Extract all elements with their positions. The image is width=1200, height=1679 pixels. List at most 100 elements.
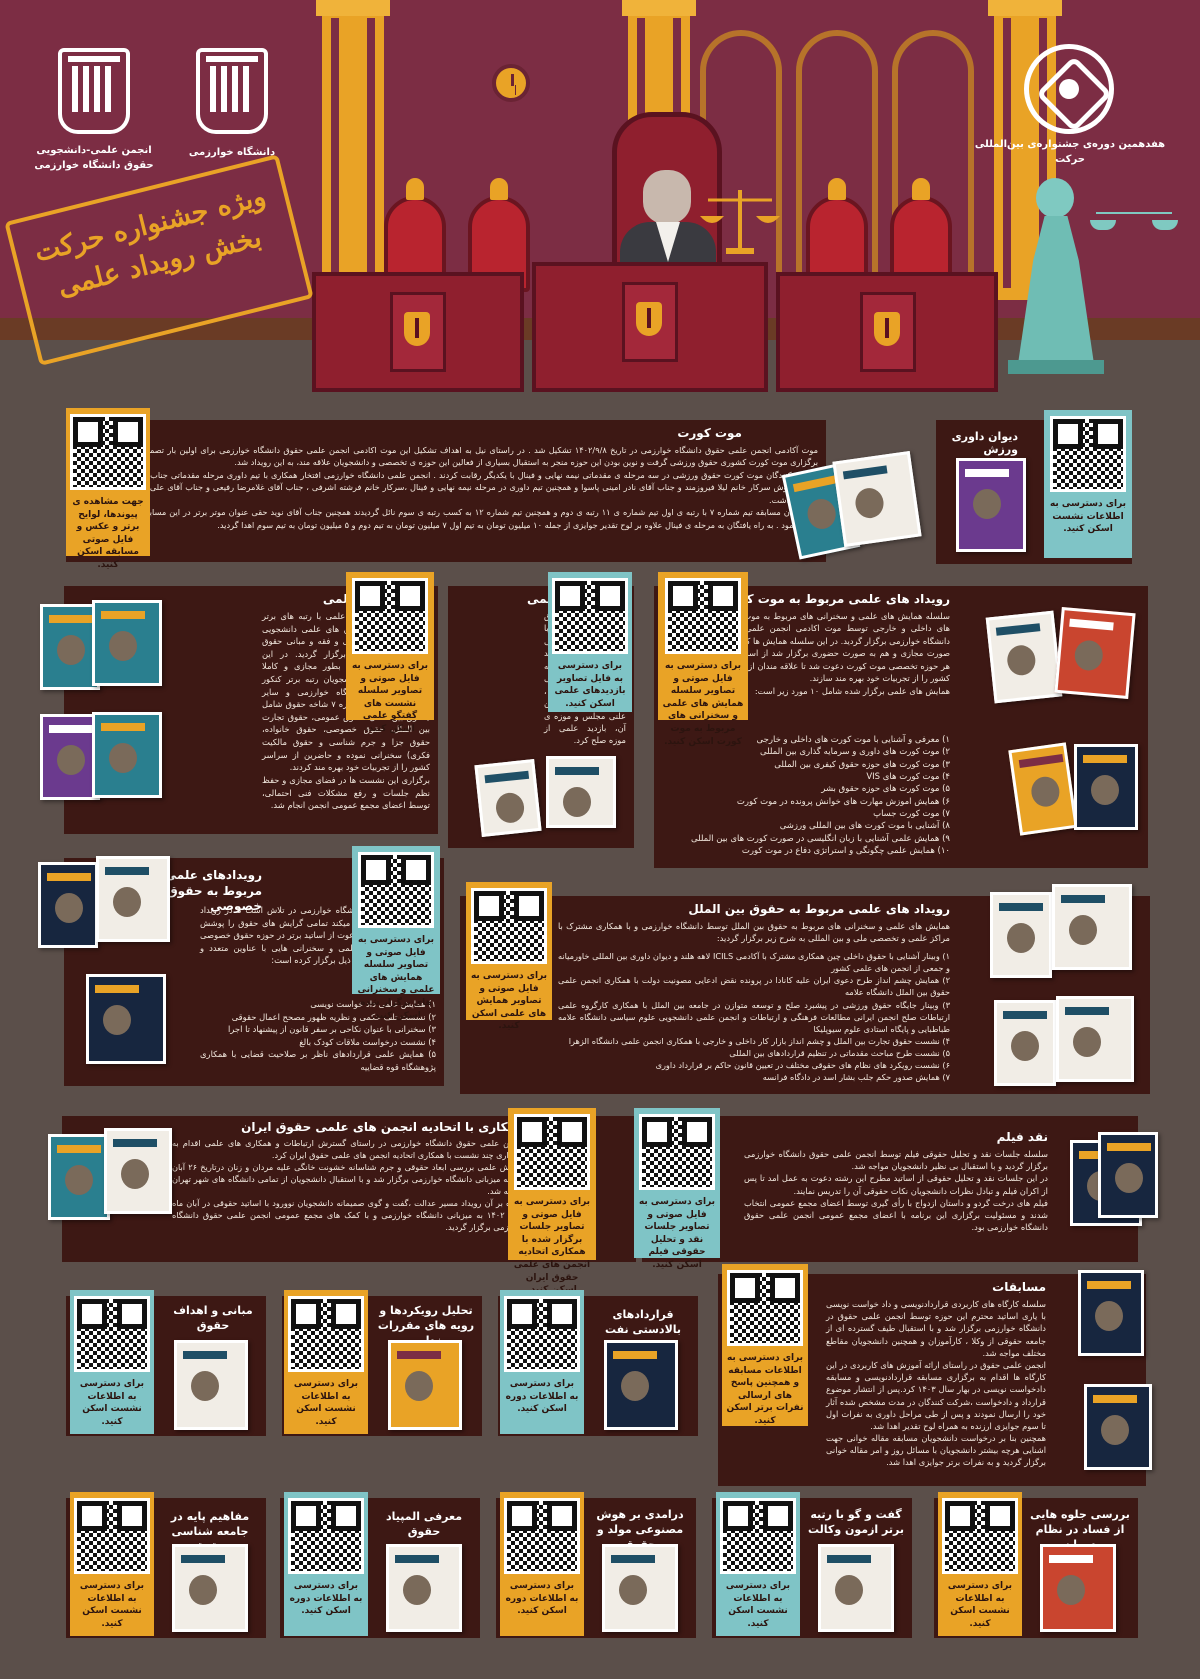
qr-code[interactable] [352, 578, 428, 654]
qr-caption: برای دسترسی به فایل صوتی و تصاویر جلسات … [513, 1197, 591, 1295]
shield-icon [636, 302, 662, 336]
poster-thumbnail [1098, 1132, 1158, 1218]
qr-code[interactable] [720, 1498, 796, 1574]
session-qr-tab: برای دسترسی به اطلاعات دوره اسکن کنید. [284, 1492, 368, 1636]
poster-thumbnail [602, 1544, 678, 1632]
contests-card: مسابقات سلسله کارگاه های کاربردی قرارداد… [718, 1274, 1146, 1486]
qr-code[interactable] [504, 1296, 580, 1372]
talks-qr-tab: برای دسترسی به فایل صوتی و تصاویر سلسله … [346, 572, 434, 734]
list-item: ۷) موت کورت جساپ [873, 808, 950, 819]
poster-thumbnail [92, 600, 162, 686]
federation-title: همکاری با اتحادیه انجمن های علمی حقوق ای… [241, 1120, 524, 1134]
list-item: ۳) وبینار جایگاه حقوق ورزشی در پیشبرد صل… [558, 999, 950, 1034]
festival-logo [1024, 44, 1114, 134]
session-title: قراردادهای بالادستی نفت [604, 1308, 682, 1336]
qr-code[interactable] [504, 1498, 580, 1574]
poster-thumbnail [92, 712, 162, 798]
visits-qr-tab: برای دسترسی به فایل تصاویر بازدیدهای علم… [548, 572, 632, 712]
moot-events-title: رویداد های علمی مربوط به موت کورت [720, 592, 950, 606]
contests-body: سلسله کارگاه های کاربردی قراردادنویسی و … [826, 1299, 1046, 1468]
association-logo-caption: انجمن علمی-دانشجویی حقوق دانشگاه خوارزمی [34, 145, 154, 171]
list-item: ۱) معرفی و آشنایی با موت کورت های داخلی … [756, 735, 950, 745]
moot-events-intro: سلسله همایش های علمی و سخنرانی های مربوط… [720, 611, 950, 696]
poster-thumbnail [48, 1134, 110, 1220]
qr-caption: برای دسترسی به اطلاعات دوره اسکن کنید. [505, 1379, 579, 1415]
qr-caption: جهت مشاهده ی پیوندها، لوایح برتر و عکس و… [72, 497, 144, 570]
list-item: ۵) نشست طرح مباحث مقدماتی در تنظیم قرارد… [729, 1048, 950, 1059]
poster-thumbnail [386, 1544, 462, 1632]
poster-thumbnail [96, 856, 170, 942]
qr-code[interactable] [665, 578, 741, 654]
list-item: ۷) همایش صدور حکم جلب بشار اسد در دادگاه… [762, 1072, 950, 1083]
intl-law-list: ۱) وبینار آشنایی با حقوق داخلی چین همکار… [558, 950, 950, 1084]
private-law-qr-tab: برای دسترسی به فایل صوتی و تصاویر سلسله … [352, 846, 440, 1021]
list-item: ۶) همایش اموزش مهارت های خوانش پرونده در… [736, 796, 950, 807]
poster-thumbnail [1056, 996, 1134, 1082]
association-logo [58, 48, 130, 134]
qr-code[interactable] [514, 1114, 590, 1190]
qr-code[interactable] [74, 1498, 150, 1574]
pillar [316, 0, 390, 300]
poster-thumbnail [1052, 884, 1132, 970]
poster-thumbnail [990, 892, 1052, 978]
qr-caption: برای دسترسی به اطلاعات نشست اسکن کنید. [1049, 499, 1127, 535]
qr-code[interactable] [358, 852, 434, 928]
moot-court-body: موت آکادمی انجمن علمی حقوق دانشگاه خوارز… [132, 445, 818, 530]
poster-thumbnail [818, 1544, 894, 1632]
list-item: ۳) موت کورت های حوزه حقوق کیفری بین المل… [774, 759, 950, 770]
qr-code[interactable] [639, 1114, 715, 1190]
clock-icon [492, 64, 530, 102]
session-qr-tab: برای دسترسی به اطلاعات دوره اسکن کنید. [500, 1492, 584, 1636]
list-item: ۱) وبینار آشنایی با حقوق داخلی چین همکار… [558, 951, 950, 974]
poster-thumbnail [994, 1000, 1056, 1086]
list-item: ۲) همایش چشم انداز طرح دعوی ایران علیه ک… [558, 975, 950, 998]
list-item: ۵) موت کورت های حوزه حقوق بشر [821, 784, 950, 795]
qr-code[interactable] [727, 1270, 803, 1346]
moot-qr-tab: جهت مشاهده ی پیوندها، لوایح برتر و عکس و… [66, 408, 150, 570]
poster-thumbnail [388, 1340, 462, 1430]
federation-body: انجمن علمی حقوق دانشگاه خوارزمی در راستا… [172, 1138, 524, 1232]
private-law-title: رویدادهای علمی مربوط به حقوق خصوصی [164, 868, 262, 914]
qr-caption: برای دسترسی به اطلاعات دوره اسکن کنید. [289, 1581, 363, 1617]
qr-code[interactable] [70, 414, 146, 490]
qr-code[interactable] [942, 1498, 1018, 1574]
film-card: نقد فیلم سلسله جلسات نقد و تحلیل حقوقی ف… [642, 1116, 1138, 1262]
poster-thumbnail [474, 759, 542, 837]
qr-caption: برای دسترسی به اطلاعات دوره اسکن کنید. [505, 1581, 579, 1617]
federation-qr-tab: برای دسترسی به فایل صوتی و تصاویر جلسات … [508, 1108, 596, 1295]
qr-code[interactable] [74, 1296, 150, 1372]
poster-thumbnail [1074, 744, 1138, 830]
qr-code[interactable] [552, 578, 628, 654]
statue-scales-icon [1090, 212, 1178, 230]
judge-icon [643, 170, 691, 224]
poster-thumbnail [546, 756, 616, 828]
university-logo-caption: دانشگاه خوارزمی [188, 147, 276, 158]
qr-caption: برای دسترسی به فایل صوتی و تصاویر سلسله … [357, 935, 435, 1021]
list-item: ۲) موت کورت های داوری و سرمایه گذاری بین… [759, 747, 950, 758]
qr-caption: برای دسترسی به اطلاعات نشست اسکن کنید. [79, 1379, 145, 1427]
qr-caption: برای دسترسی به اطلاعات نشست اسکن کنید. [947, 1581, 1013, 1629]
sport-court-qr-tab: برای دسترسی به اطلاعات نشست اسکن کنید. [1044, 410, 1132, 558]
poster-thumbnail [604, 1340, 678, 1430]
qr-code[interactable] [1050, 416, 1126, 492]
poster-thumbnail [832, 450, 922, 548]
list-item: ۵) همایش علمی قراردادهای ناظر بر صلاحیت … [200, 1049, 436, 1073]
qr-code[interactable] [288, 1498, 364, 1574]
justice-statue-icon [1008, 172, 1104, 374]
poster-thumbnail [1084, 1384, 1152, 1470]
session-qr-tab: برای دسترسی به اطلاعات نشست اسکن کنید. [70, 1492, 154, 1636]
moot-court-card: موت کورت موت آکادمی انجمن علمی حقوق دانش… [66, 420, 826, 562]
qr-code[interactable] [471, 888, 547, 964]
session-title: مبانی و اهداف حقوق [173, 1304, 253, 1332]
shield-icon [404, 312, 430, 346]
window-arch [796, 30, 878, 280]
contests-qr-tab: برای دسترسی به اطلاعات مسابقه و همچنین پ… [722, 1264, 808, 1426]
list-item: ۲) نشست تلف حکمی و نظریه ظهور مصحح اعمال… [231, 1011, 436, 1022]
poster-thumbnail [40, 604, 100, 690]
session-title: مفاهیم پایه در جامعه شناسی حقوق [170, 1510, 250, 1553]
list-item: ۶) نشست رویکرد های نظام های حقوقی مختلف … [655, 1060, 950, 1071]
qr-code[interactable] [288, 1296, 364, 1372]
poster-thumbnail [956, 458, 1026, 552]
poster-thumbnail [86, 974, 166, 1064]
festival-logo-caption: هفدهمین دوره‌ی جشنواره‌ی بین‌المللی حرکت [974, 139, 1166, 165]
